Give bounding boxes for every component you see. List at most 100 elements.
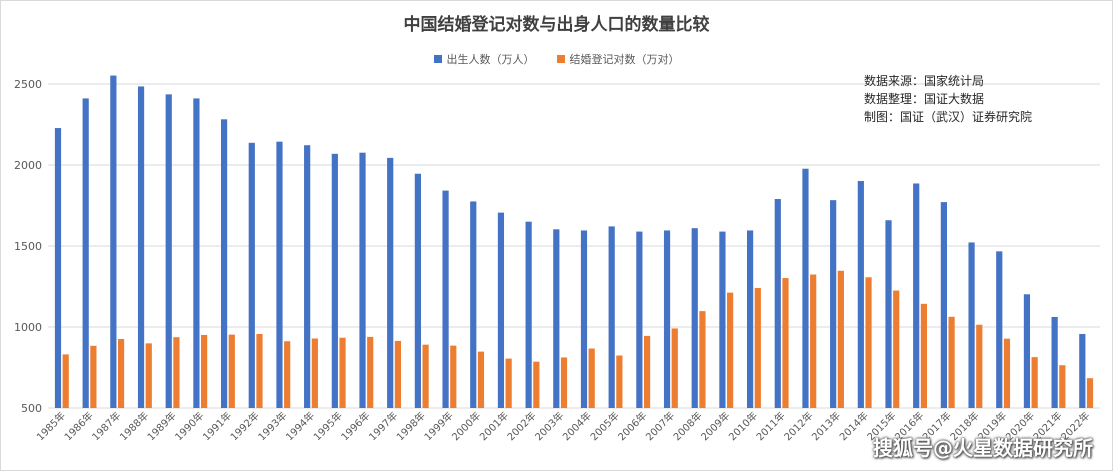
x-tick-label: 2013年 [809,409,843,443]
bar-births [497,212,505,408]
bar-marriages [201,334,208,408]
bar-marriages [671,328,678,408]
bar-births [608,226,615,408]
x-tick-label: 1988年 [117,409,151,443]
watermark: 搜狐号@火星数据研究所 [873,436,1093,460]
x-tick-label: 2002年 [504,409,538,443]
bar-marriages [1031,357,1038,408]
bar-marriages [1086,378,1094,408]
bar-births [636,231,643,408]
bar-marriages [699,311,706,408]
legend-swatch-births [433,55,442,63]
bar-marriages [727,292,734,408]
x-tick-label: 2011年 [753,409,787,443]
x-tick-label: 2010年 [726,409,760,443]
y-tick-label: 1000 [14,321,42,334]
source-note: 数据来源：国家统计局 数据整理：国证大数据 制图：国证（武汉）证券研究院 [864,72,1032,126]
bar-marriages [394,340,402,408]
x-tick-label: 1996年 [338,409,372,443]
bar-marriages [256,333,263,408]
bar-births [1051,316,1058,408]
x-tick-label: 2009年 [698,409,732,443]
bar-marriages [616,355,623,408]
source-line-compiled: 数据整理：国证大数据 [864,92,985,106]
bar-marriages [450,345,457,408]
x-tick-label: 2008年 [670,409,704,443]
y-tick-label: 500 [21,402,42,415]
bar-marriages [893,290,900,408]
bar-births [857,181,864,408]
bar-births [82,98,89,408]
bar-marriages [145,343,152,408]
x-tick-label: 2004年 [560,409,594,443]
y-tick-label: 2500 [14,78,42,91]
bar-marriages [367,336,374,408]
bar-marriages [117,338,125,408]
chart-legend: 出生人数（万人） 结婚登记对数（万对） [0,51,1113,67]
x-tick-label: 1993年 [255,409,289,443]
bar-births [553,229,560,408]
bar-births [1079,333,1086,408]
legend-label-births: 出生人数（万人） [446,53,535,66]
bar-births [137,86,145,409]
bar-births [525,221,532,408]
bar-births [359,152,366,408]
bar-births [746,230,754,408]
bar-marriages [782,278,789,408]
x-tick-label: 1987年 [89,409,123,443]
x-tick-label: 2001年 [477,409,511,443]
source-line-data: 数据来源：国家统计局 [864,74,985,88]
legend-swatch-marriages [556,55,565,63]
bar-births [193,98,200,408]
x-tick-label: 1995年 [311,409,345,443]
bar-births [276,141,283,408]
x-tick-label: 2005年 [587,409,621,443]
chart-title: 中国结婚登记对数与出身人口的数量比较 [403,15,710,35]
bar-births [802,168,809,408]
y-tick-label: 1500 [14,240,42,253]
bar-marriages [837,270,844,408]
bar-marriages [810,274,817,408]
bar-marriages [533,361,540,408]
legend-item-marriages: 结婚登记对数（万对） [556,51,680,67]
x-tick-label: 1986年 [61,409,95,443]
x-tick-label: 2006年 [615,409,649,443]
bar-marriages [560,357,568,408]
x-tick-label: 1990年 [172,409,206,443]
x-tick-label: 2000年 [449,409,483,443]
x-tick-label: 1989年 [144,409,178,443]
legend-item-births: 出生人数（万人） [433,51,535,67]
bar-marriages [588,348,595,408]
bar-marriages [228,334,235,408]
x-tick-label: 1997年 [366,409,400,443]
bar-births [54,128,62,408]
x-tick-label: 2003年 [532,409,566,443]
x-tick-label: 2007年 [643,409,677,443]
bar-marriages [90,345,97,408]
bar-births [220,119,228,408]
legend-label-marriages: 结婚登记对数（万对） [569,53,680,66]
bar-marriages [339,337,346,408]
bar-marriages [948,316,955,408]
bar-marriages [284,341,291,408]
x-tick-label: 2012年 [781,409,815,443]
bar-births [996,251,1003,408]
bar-marriages [1003,338,1011,408]
bar-marriages [865,277,872,408]
bar-marriages [505,358,512,408]
bar-births [165,94,172,409]
x-tick-label: 1994年 [283,409,317,443]
x-tick-label: 2014年 [837,409,871,443]
bar-births [830,200,837,408]
bar-marriages [643,335,651,408]
bar-births [470,201,477,408]
bar-births [968,242,975,408]
bar-marriages [754,287,761,408]
bar-marriages [1059,365,1066,408]
bar-marriages [422,344,429,408]
x-tick-label: 1998年 [394,409,428,443]
bar-births [1023,294,1031,408]
bar-marriages [976,324,983,408]
bar-births [304,145,311,408]
